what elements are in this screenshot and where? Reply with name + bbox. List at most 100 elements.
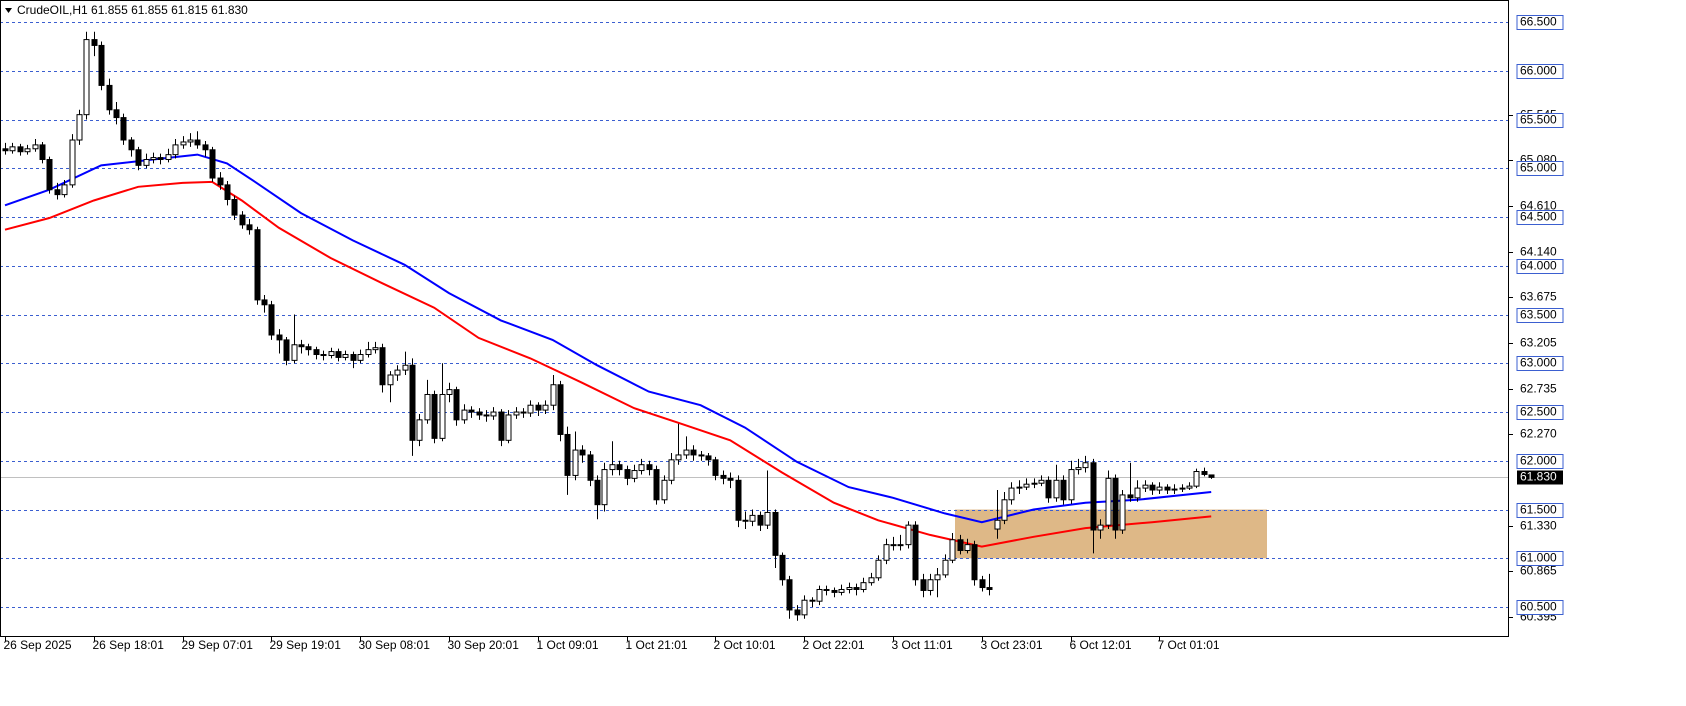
y-tick-label: 63.205 (1520, 336, 1557, 350)
candle-body (120, 117, 127, 141)
candle-body (261, 299, 268, 306)
candle-body (1164, 486, 1171, 491)
x-tick-label: 29 Sep 19:01 (270, 638, 342, 652)
candle-body (1105, 477, 1112, 526)
candle-body (224, 184, 231, 200)
candle-body (594, 479, 601, 506)
level-label: 66.500 (1520, 15, 1557, 29)
candle-body (1001, 499, 1008, 521)
candle-body (283, 339, 290, 361)
candle-body (846, 587, 853, 590)
candle-body (180, 141, 187, 146)
candle-body (601, 469, 608, 506)
candle-body (609, 464, 616, 471)
candle-body (897, 544, 904, 547)
level-label: 66.000 (1520, 64, 1557, 78)
level-label: 65.000 (1520, 161, 1557, 175)
level-label-box (1516, 454, 1564, 469)
candle-body (342, 354, 349, 358)
candle-body (794, 609, 801, 616)
candle-body (298, 344, 305, 348)
candle-body (572, 449, 579, 476)
level-label-box (1516, 15, 1564, 30)
candle-body (757, 514, 764, 526)
candle-body (964, 544, 971, 551)
candle-body (624, 469, 631, 479)
candle-body (520, 411, 527, 414)
candle-body (187, 139, 194, 143)
candle-body (83, 39, 90, 116)
candle-body (394, 369, 401, 376)
x-tick-label: 7 Oct 01:01 (1158, 638, 1220, 652)
candle-body (875, 559, 882, 579)
candle-body (579, 449, 586, 456)
candle-body (905, 524, 912, 546)
x-tick-label: 2 Oct 10:01 (714, 638, 776, 652)
candle-body (542, 404, 549, 411)
candle-body (135, 149, 142, 166)
candle-body (927, 579, 934, 591)
candle-body (942, 559, 949, 576)
candle-body (416, 419, 423, 441)
level-label-box (1516, 308, 1564, 323)
candle-body (720, 474, 727, 479)
candle-body (668, 459, 675, 481)
candle-body (816, 588, 823, 602)
candle-body (1053, 479, 1060, 499)
candle-body (801, 599, 808, 616)
candle-body (239, 214, 246, 226)
level-label-box (1516, 503, 1564, 518)
candle-body (557, 384, 564, 435)
candle-body (150, 157, 157, 161)
candle-body (1186, 485, 1193, 489)
menu-arrow[interactable] (5, 8, 12, 13)
candle-body (1038, 479, 1045, 484)
candle-body (113, 109, 120, 119)
candle-body (1119, 494, 1126, 531)
candle-body (254, 229, 261, 301)
candle-body (76, 114, 83, 141)
y-tick-label: 64.140 (1520, 245, 1557, 259)
last-price-label: 61.830 (1520, 470, 1557, 484)
x-tick-label: 30 Sep 08:01 (359, 638, 431, 652)
candle-body (631, 470, 638, 479)
candle-body (387, 374, 394, 386)
candle-body (305, 346, 312, 351)
candle-body (424, 393, 431, 421)
candle-body (157, 157, 164, 161)
candle-body (957, 539, 964, 551)
candle-body (209, 149, 216, 179)
candle-body (831, 589, 838, 593)
level-label: 61.500 (1520, 503, 1557, 517)
candle-body (202, 144, 209, 151)
candle-body (705, 455, 712, 461)
candle-body (365, 349, 372, 356)
candle-body (1075, 467, 1082, 471)
candle-body (1149, 484, 1156, 491)
level-label-box (1516, 64, 1564, 79)
candle-body (379, 347, 386, 386)
candle-body (912, 524, 919, 581)
candle-body (934, 574, 941, 581)
y-tick-label: 63.675 (1520, 290, 1557, 304)
chart-title: CrudeOIL,H1 61.855 61.855 61.815 61.830 (17, 3, 248, 17)
candle-body (24, 148, 31, 153)
y-tick-label: 62.735 (1520, 382, 1557, 396)
candle-body (172, 144, 179, 156)
candle-body (128, 139, 135, 151)
x-tick-label: 3 Oct 11:01 (892, 638, 953, 652)
candle-body (675, 454, 682, 461)
y-tick-label: 60.865 (1520, 564, 1557, 578)
y-tick-label: 62.270 (1520, 427, 1557, 441)
candle-body (860, 582, 867, 590)
candle-body (809, 599, 816, 602)
candle-body (749, 514, 756, 522)
candle-body (1031, 482, 1038, 485)
candle-body (564, 433, 571, 476)
candle-body (1201, 471, 1208, 475)
candle-body (1208, 474, 1215, 478)
level-label: 64.500 (1520, 210, 1557, 224)
candle-body (1179, 487, 1186, 490)
candle-body (513, 411, 520, 416)
